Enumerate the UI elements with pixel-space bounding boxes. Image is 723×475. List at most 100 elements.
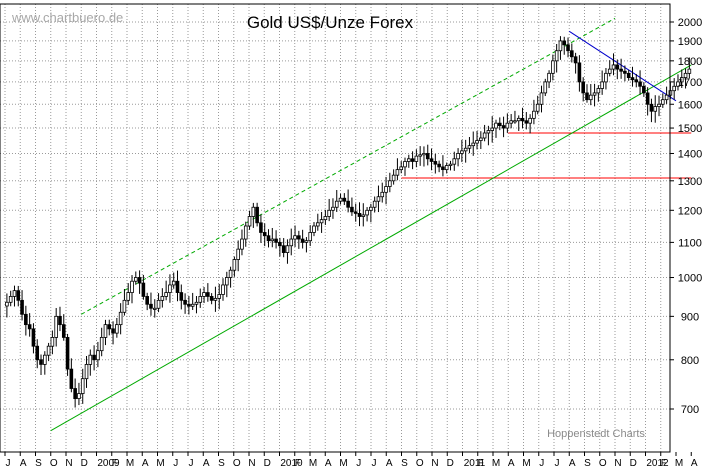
candle-body (232, 259, 237, 271)
x-tick-label: 2010 (280, 458, 303, 469)
candle-body (39, 359, 43, 365)
candle-body (46, 345, 51, 356)
candle-body (676, 81, 680, 87)
candle-body (168, 284, 172, 293)
candle-body (588, 94, 593, 101)
x-tick-label: S (401, 458, 408, 469)
candle-body (513, 120, 517, 123)
candle-body (84, 364, 89, 380)
x-tick-label: A (386, 458, 393, 469)
x-tick-label: F (478, 458, 484, 469)
x-tick-label: 2012 (646, 458, 669, 469)
candle-body (43, 354, 47, 365)
candle-body (361, 214, 366, 217)
candle-body (353, 211, 358, 214)
candle-body (486, 130, 491, 134)
candle-body (20, 299, 24, 315)
candle-body (577, 62, 582, 83)
x-tick-label: J (555, 458, 560, 469)
candle-body (190, 303, 195, 307)
x-tick-label: S (218, 458, 225, 469)
candle-body (642, 85, 646, 94)
candle-body (406, 158, 411, 162)
x-tick-label: S (584, 458, 591, 469)
candle-body (369, 206, 373, 211)
candle-body (683, 72, 688, 78)
candle-body (224, 277, 229, 286)
candle-body (437, 163, 441, 168)
candle-body (376, 196, 381, 202)
candle-body (346, 200, 350, 208)
candle-body (58, 315, 62, 326)
candle-body (380, 191, 385, 198)
candle-body (626, 72, 631, 78)
candle-body (285, 245, 290, 253)
candle-body (403, 161, 407, 168)
candle-body (103, 324, 108, 338)
candle-body (520, 117, 525, 122)
candle-body (175, 280, 180, 293)
x-tick-label: D (81, 458, 88, 469)
candle-body (547, 72, 551, 83)
candle-body (255, 206, 259, 224)
candle-body (460, 150, 464, 154)
candle-body (202, 292, 206, 297)
candle-body (293, 235, 297, 240)
candle-body (331, 206, 335, 211)
candle-body (236, 248, 240, 260)
candle-body (209, 296, 214, 301)
x-tick-label: A (203, 458, 210, 469)
candle-body (247, 216, 252, 227)
candle-body (672, 85, 676, 92)
y-tick-label: 2000 (678, 17, 702, 29)
candle-body (171, 280, 176, 286)
candle-body (221, 284, 225, 295)
x-tick-label: A (691, 458, 698, 469)
candle-body (664, 94, 669, 101)
candle-body (573, 56, 578, 64)
candle-body (607, 68, 612, 74)
candle-body (137, 277, 142, 284)
candle-body (566, 44, 570, 52)
candle-body (342, 197, 347, 202)
candle-body (600, 81, 604, 89)
x-tick-label: F (112, 458, 118, 469)
candle-body (543, 81, 548, 94)
candle-body (65, 337, 70, 370)
candle-body (327, 209, 331, 217)
x-tick-label: M (522, 458, 530, 469)
candle-body (12, 290, 17, 297)
x-tick-label: A (569, 458, 576, 469)
y-tick-label: 1500 (678, 123, 702, 135)
candle-body (350, 206, 354, 213)
x-tick-label: O (599, 458, 607, 469)
candle-body (657, 103, 661, 107)
x-tick-label: F (295, 458, 301, 469)
candle-body (183, 299, 187, 305)
x-tick-label: O (416, 458, 424, 469)
candle-body (5, 301, 9, 307)
y-tick-label: 800 (681, 355, 699, 367)
candle-body (494, 122, 498, 129)
candle-body (145, 296, 149, 305)
candle-body (509, 120, 513, 124)
candle-body (278, 241, 282, 247)
candle-body (467, 145, 472, 149)
x-tick-label: 2009 (97, 458, 120, 469)
grid (0, 4, 670, 452)
candle-body (179, 292, 184, 301)
candle-body (213, 297, 218, 301)
candle-body (384, 186, 388, 193)
x-tick-label: M (675, 458, 683, 469)
candle-body (8, 296, 13, 303)
candle-body (475, 140, 479, 144)
candle-body (482, 132, 487, 139)
y-tick-label: 1300 (678, 176, 702, 188)
x-tick-label: J (372, 458, 377, 469)
candle-body (388, 180, 392, 187)
candle-body (638, 81, 642, 87)
candle-body (297, 235, 301, 240)
x-tick-label: J (356, 458, 361, 469)
x-tick-label: N (614, 458, 621, 469)
x-tick-label: N (65, 458, 72, 469)
